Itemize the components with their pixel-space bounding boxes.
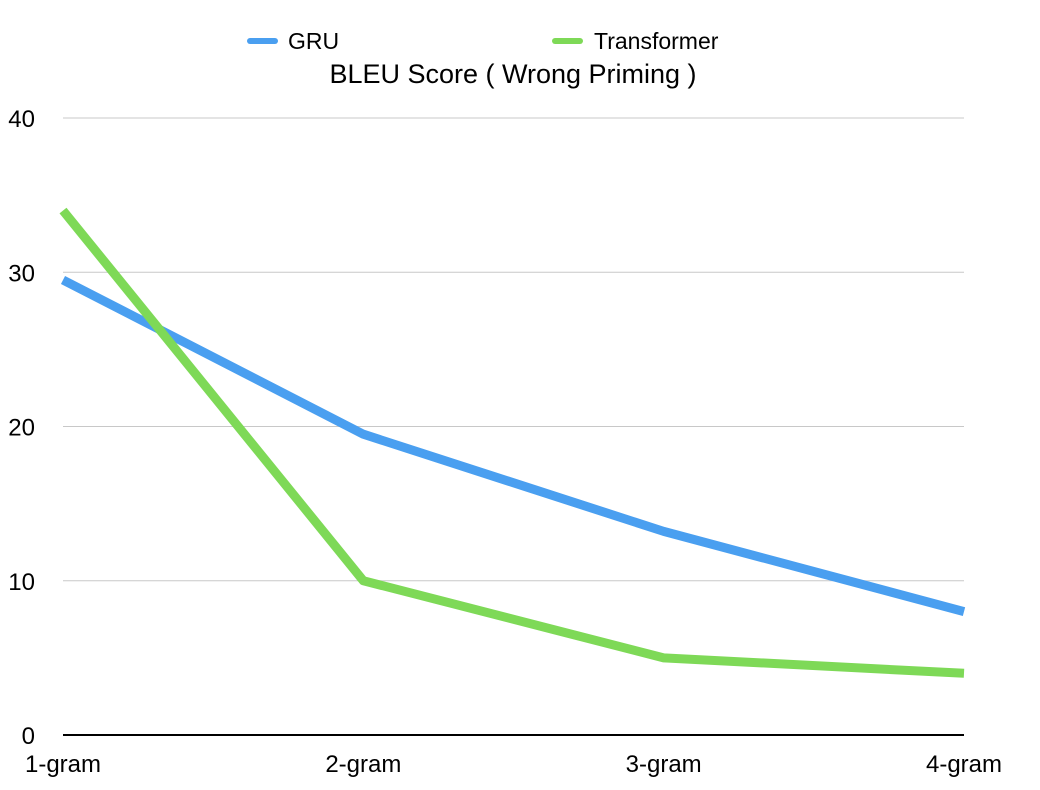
x-tick-label-1-gram: 1-gram [25,751,101,778]
chart-title: BLEU Score ( Wrong Priming ) [329,59,696,89]
grid-layer [63,117,964,582]
y-tick-label-0: 0 [22,723,35,750]
series-line-gru [60,275,966,616]
x-tick-label-3-gram: 3-gram [626,751,702,778]
series-layer [59,207,966,678]
y-tick-label-10: 10 [8,569,35,596]
axis-layer: 0 10 20 30 40 1-gram 2-gram 3-gram 4-gram [8,106,1002,778]
y-tick-label-40: 40 [8,106,35,133]
series-line-transformer [59,207,965,678]
y-tick-label-20: 20 [8,415,35,442]
x-tick-label-2-gram: 2-gram [325,751,401,778]
legend-label-gru: GRU [288,28,339,54]
x-tick-label-4-gram: 4-gram [926,751,1002,778]
y-tick-label-30: 30 [8,260,35,287]
legend: GRU Transformer [247,28,719,54]
legend-label-transformer: Transformer [594,28,719,54]
